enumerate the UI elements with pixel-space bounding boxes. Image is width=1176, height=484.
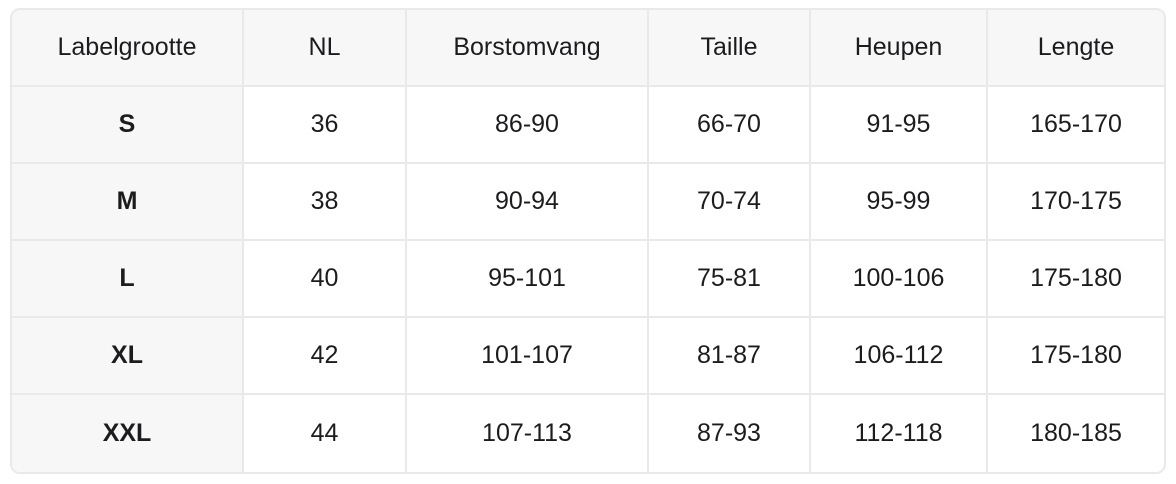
table-cell-nl: 36 <box>244 87 407 164</box>
table-cell-borstomvang: 107-113 <box>407 395 649 472</box>
size-label-cell: M <box>12 164 244 241</box>
table-row-xxl: XXL 44 107-113 87-93 112-118 180-185 <box>12 395 1164 472</box>
size-chart-table: Labelgrootte NL Borstomvang Taille Heupen Len… <box>12 10 1164 472</box>
table-cell-heupen: 95-99 <box>811 164 988 241</box>
table-cell-taille: 75-81 <box>649 241 811 318</box>
size-label-cell: XXL <box>12 395 244 472</box>
table-cell-taille: 66-70 <box>649 87 811 164</box>
table-cell-lengte: 180-185 <box>988 395 1164 472</box>
column-header-borstomvang: Borstomvang <box>407 10 649 87</box>
table-cell-lengte: 170-175 <box>988 164 1164 241</box>
table-row-m: M 38 90-94 70-74 95-99 170-175 <box>12 164 1164 241</box>
table-cell-taille: 87-93 <box>649 395 811 472</box>
table-cell-borstomvang: 90-94 <box>407 164 649 241</box>
column-header-nl: NL <box>244 10 407 87</box>
table-cell-borstomvang: 86-90 <box>407 87 649 164</box>
table-cell-nl: 42 <box>244 318 407 395</box>
column-header-heupen: Heupen <box>811 10 988 87</box>
column-header-taille: Taille <box>649 10 811 87</box>
table-cell-taille: 81-87 <box>649 318 811 395</box>
size-label-cell: L <box>12 241 244 318</box>
column-header-lengte: Lengte <box>988 10 1164 87</box>
table-cell-lengte: 175-180 <box>988 241 1164 318</box>
table-cell-heupen: 112-118 <box>811 395 988 472</box>
table-row-s: S 36 86-90 66-70 91-95 165-170 <box>12 87 1164 164</box>
table-cell-borstomvang: 101-107 <box>407 318 649 395</box>
table-cell-borstomvang: 95-101 <box>407 241 649 318</box>
column-header-labelgrootte: Labelgrootte <box>12 10 244 87</box>
table-cell-lengte: 165-170 <box>988 87 1164 164</box>
table-row-xl: XL 42 101-107 81-87 106-112 175-180 <box>12 318 1164 395</box>
table-cell-heupen: 91-95 <box>811 87 988 164</box>
header-row: Labelgrootte NL Borstomvang Taille Heupen Len… <box>12 10 1164 87</box>
table-cell-nl: 40 <box>244 241 407 318</box>
table-cell-heupen: 100-106 <box>811 241 988 318</box>
table-cell-taille: 70-74 <box>649 164 811 241</box>
table-cell-lengte: 175-180 <box>988 318 1164 395</box>
size-label-cell: XL <box>12 318 244 395</box>
table-cell-heupen: 106-112 <box>811 318 988 395</box>
size-label-cell: S <box>12 87 244 164</box>
table-row-l: L 40 95-101 75-81 100-106 175-180 <box>12 241 1164 318</box>
table-cell-nl: 44 <box>244 395 407 472</box>
size-chart-table-card: Labelgrootte NL Borstomvang Taille Heupen Len… <box>10 8 1166 474</box>
table-cell-nl: 38 <box>244 164 407 241</box>
